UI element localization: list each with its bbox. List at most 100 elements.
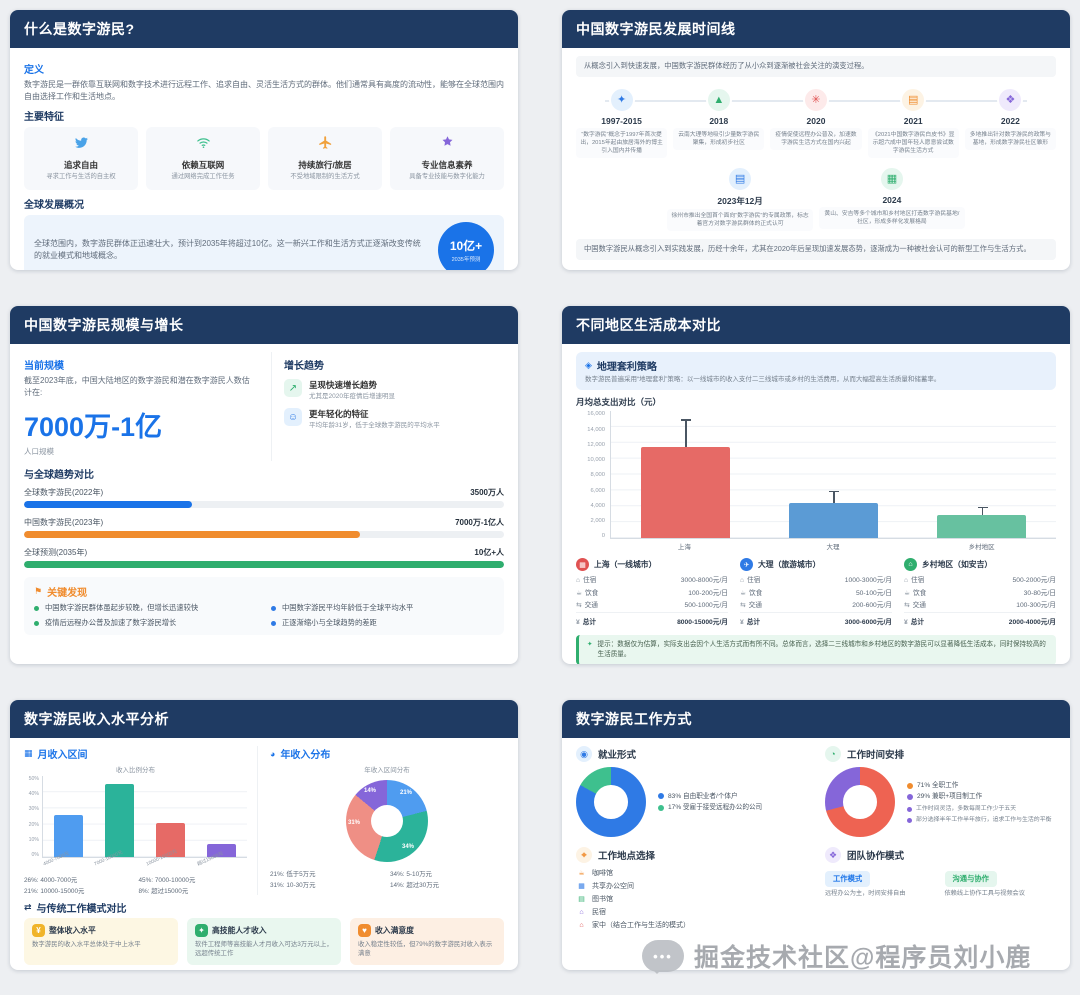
feature-title: 追求自由 [63,160,98,170]
y-tick: 8,000 [590,472,605,479]
report-icon: ▤ [900,86,927,113]
y-tick: 10,000 [587,457,605,464]
monthly-legend: 26%: 4000-7000元 45%: 7000-10000元 21%: 10… [24,875,247,895]
home-icon: ⌂ [576,577,581,585]
feature-desc: 通过网络完成工作任务 [171,173,235,180]
team-label-text: 团队协作模式 [847,851,905,862]
finding-text: 中国数字游民平均年龄低于全球平均水平 [282,603,414,612]
y-tick: 14,000 [587,426,605,433]
home-icon: ⌂ [579,921,584,929]
panel-income-body: ▦ 月收入区间 收入比例分布 50% 40% 30% 20% 10% 0% [10,738,518,970]
location-list: ☕ 咖啡馆 ▦ 共享办公空间 ▤ 图书馆 ⌂ 民宿 ⌂ 家中（结合工作与生活的模式） [576,868,807,930]
bar-fill [24,531,360,538]
bar-label: 中国数字游民(2023年) [24,518,104,527]
compare-card-overall: ¥ 整体收入水平 数字游民的收入水平总体处于中上水平 [24,918,178,965]
team-grid: 工作模式 远程办公为主，时间安排自由 沟通与协作 依赖线上协作工具与视频会议 [825,868,1056,899]
bullet-dot [271,606,276,611]
cost-row: ☕ 饮食 100-200元/日 [576,587,728,597]
current-scale-text: 截至2023年底，中国大陆地区的数字游民和潜在数字游民人数估计在: [24,376,250,397]
money-icon: ¥ [576,618,580,626]
compare-card-desc: 收入稳定性较低，但79%的数字游民对收入表示满意 [358,941,493,958]
employment-label-text: 就业形式 [598,750,637,761]
location-text: 咖啡馆 [592,870,613,877]
growth-item-title: 更年轻化的特征 [309,409,369,420]
y-tick: 2,000 [590,518,605,525]
panel-what-body: 定义 数字游民是一群依靠互联网和数字技术进行远程工作、追求自由、灵活生活方式的群… [10,48,518,270]
finding-item: 疫情后远程办公普及加速了数字游民增长 [34,618,257,628]
watermark-text: 掘金技术社区@程序员刘小鹿 [694,944,1032,972]
timeline-year: 2021 [903,115,923,126]
cost-key: 饮食 [585,589,599,597]
cost-bar [788,502,878,539]
legend-item: 26%: 4000-7000元 [24,877,78,884]
compare-bar-forecast2035: 全球预测(2035年) 10亿+人 [24,547,504,568]
location-pin-icon: ⌖ [576,847,592,863]
timeline-event: ✳ 2020 疫情促使远程办公普及，加速数字游民生活方式在国内兴起 [770,86,862,158]
finding-item: 正逐渐缩小与全球趋势的差距 [271,618,494,628]
feature-card-skills: 专业信息素养 具备专业技能与数字化能力 [390,127,504,190]
employment-donut-chart [576,767,646,837]
y-tick: 20% [28,821,39,828]
compare-bar-global2022: 全球数字游民(2022年) 3500万人 [24,487,504,508]
bird-icon [74,137,89,154]
tip-icon: ✦ [587,641,593,649]
findings-grid: 中国数字游民群体虽起步较晚，但增长迅速较快 中国数字游民平均年龄低于全球平均水平… [34,603,494,628]
growth-item-desc: 尤其是2020年疫情后增速明显 [309,393,395,400]
library-icon: ▤ [578,896,585,903]
cost-key: 总计 [910,618,925,626]
finding-item: 中国数字游民平均年龄低于全球平均水平 [271,603,494,613]
monthly-y-axis: 50% 40% 30% 20% 10% 0% [24,776,42,858]
city-name: 乡村地区（如安吉） [922,560,993,570]
timeline-desc: 云南大理等地吸引少量数字游民聚集，形成初步社区 [673,127,765,150]
badge-value: 10亿+ [449,238,483,253]
annual-label-text: 年收入分布 [280,750,331,761]
worktime-section: ◔ 工作时间安排 71% 全职工作 29% 兼职+项目制工作 工作时间灵活，多数每… [825,746,1056,837]
legend-item: 83% 自由职业者/个体户 [668,792,738,800]
transport-icon: ⇆ [576,602,582,610]
global-forecast-badge: 10亿+ 2035年预测 [438,221,494,270]
timeline-summary: 中国数字游民从概念引入到实践发展，历经十余年，尤其在2020年后呈现加速发展态势… [576,239,1056,260]
finding-text: 疫情后远程办公普及加速了数字游民增长 [45,618,177,628]
cost-row: ⇆ 交通 500-1000元/月 [576,599,728,609]
cost-x-labels: 上海 大理 乡村地区 [610,539,1056,551]
monthly-plot-area [42,776,247,858]
policy-icon: ▤ [727,165,754,192]
city-icon: ⌂ [904,558,917,572]
team-icon: ❖ [825,847,841,863]
heart-icon: ♥ [358,924,371,937]
cost-row-total: ¥ 总计 3000-6000元/月 [740,611,892,626]
timeline-desc: 徐州市推出全国首个面向“数字游民”的专属政策，标志着官方对数字游民群体的正式认可 [667,208,813,232]
growth-item-desc: 平均年龄31岁，低于全球数字游民的平均水平 [309,422,440,430]
location-label-text: 工作地点选择 [598,851,656,862]
annual-chart-title: 年收入区间分布 [364,767,410,774]
growth-item: ☺ 更年轻化的特征 平均年龄31岁，低于全球数字游民的平均水平 [284,408,504,430]
wifi-icon [196,137,211,154]
timeline-year: 2022 [1000,115,1020,126]
cost-value: 30-80元/日 [1023,589,1056,597]
food-icon: ☕ [740,589,746,597]
compare-work-label: ⇄ 与传统工作模式对比 [24,900,504,915]
community-icon: ❖ [997,86,1024,113]
monthly-chart-title: 收入比例分布 [116,767,155,774]
legend-item: 14%: 超过30万元 [390,882,440,889]
compare-bar-china2023: 中国数字游民(2023年) 7000万-1亿人 [24,517,504,538]
key-findings-box: ⚑ 关键发现 中国数字游民群体虽起步较晚，但增长迅速较快 中国数字游民平均年龄低于… [24,577,504,636]
compare-card-title: 整体收入水平 [49,926,96,935]
growth-item: ↗ 呈现快速增长趋势 尤其是2020年疫情后增速明显 [284,379,504,401]
global-overview-box: 全球范围内，数字游民群体正迅速壮大，预计到2035年将超过10亿。这一新兴工作和… [24,214,504,270]
team-chip: 工作模式 [825,871,871,887]
cost-key: 总计 [582,618,597,626]
team-desc: 依赖线上协作工具与视频会议 [944,890,1025,897]
location-item: ▤ 图书馆 [576,894,807,904]
legend-item: 21%: 低于5万元 [270,871,316,878]
cost-row: ⇆ 交通 200-600元/月 [740,599,892,609]
legend-item: 31%: 10-30万元 [270,882,316,889]
cost-key: 交通 [584,602,598,610]
cost-value: 500-2000元/月 [1012,577,1057,585]
cost-y-axis: 16,000 14,000 12,000 10,000 8,000 6,000 … [576,411,610,539]
error-whisker [830,490,838,503]
cost-bar [640,447,730,539]
city-column-shanghai: ▦ 上海（一线城市） ⌂ 住宿 3000-8000元/月 ☕ 饮食 100-200元/日 … [576,558,728,628]
findings-label-text: 关键发现 [47,588,88,599]
cost-value: 3000-6000元/月 [844,618,892,626]
